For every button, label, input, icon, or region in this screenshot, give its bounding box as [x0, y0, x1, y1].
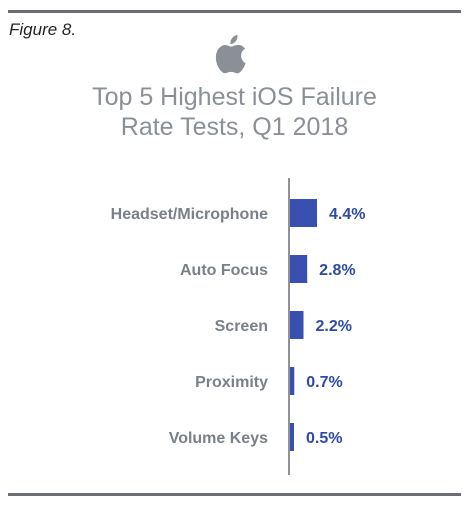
value-label: 0.7%	[306, 374, 342, 391]
chart-title-line-2: Rate Tests, Q1 2018	[120, 113, 349, 141]
top-rule	[8, 10, 461, 13]
bar	[290, 255, 308, 283]
chart-title-line-1: Top 5 Highest iOS Failure	[92, 83, 377, 111]
bottom-rule	[8, 493, 461, 496]
figure-label: Figure 8.	[9, 20, 77, 39]
category-label: Volume Keys	[169, 430, 268, 447]
category-label: Proximity	[195, 374, 268, 391]
bar	[290, 311, 304, 339]
bar	[290, 199, 317, 227]
category-label: Auto Focus	[180, 262, 268, 279]
bar	[290, 423, 294, 451]
bar-chart: Headset/Microphone 4.4% Auto Focus 2.8% Scre…	[111, 178, 365, 475]
value-label: 0.5%	[306, 430, 342, 447]
value-label: 2.2%	[316, 318, 352, 335]
category-label: Screen	[215, 318, 268, 335]
apple-logo-icon	[215, 35, 246, 74]
value-label: 2.8%	[319, 262, 355, 279]
chart-title: Top 5 Highest iOS Failure Rate Tests, Q1…	[0, 82, 469, 142]
value-label: 4.4%	[329, 206, 365, 223]
bar	[290, 367, 295, 395]
category-label: Headset/Microphone	[111, 206, 268, 223]
